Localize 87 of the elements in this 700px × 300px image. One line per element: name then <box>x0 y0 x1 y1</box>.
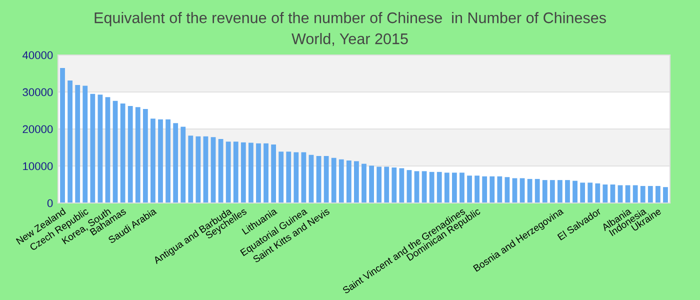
bar <box>663 187 668 203</box>
bar <box>474 176 480 203</box>
bar <box>534 178 540 203</box>
bar <box>369 166 374 203</box>
bar <box>196 136 201 203</box>
bar <box>233 142 238 203</box>
bar <box>542 180 548 203</box>
bar <box>392 167 397 203</box>
bar <box>527 178 532 203</box>
bar <box>406 170 412 203</box>
bar <box>135 107 140 203</box>
bar <box>550 180 555 203</box>
bar <box>452 172 457 203</box>
bar <box>218 138 224 203</box>
bar <box>588 182 593 203</box>
bar <box>338 159 344 203</box>
bar <box>625 185 630 203</box>
bar <box>572 180 578 203</box>
bar <box>565 180 570 203</box>
bar <box>497 176 502 203</box>
bar <box>618 185 623 203</box>
bar <box>436 172 442 203</box>
bar <box>444 172 450 203</box>
y-tick-label: 10000 <box>23 162 53 170</box>
bar <box>256 143 261 203</box>
bar <box>210 137 216 203</box>
bar <box>294 152 299 203</box>
bar <box>482 176 488 203</box>
bar <box>655 186 660 203</box>
bar <box>98 94 103 203</box>
bar <box>278 152 284 203</box>
bar <box>75 84 80 203</box>
bar <box>166 119 170 203</box>
bar <box>595 183 600 203</box>
bar <box>648 186 653 203</box>
bar <box>308 154 314 203</box>
bar <box>520 178 525 203</box>
bar <box>384 166 390 203</box>
bar <box>203 136 208 203</box>
bar <box>331 158 336 203</box>
bar <box>226 142 231 203</box>
bar <box>60 68 65 203</box>
bar <box>301 152 306 203</box>
bar <box>240 142 246 203</box>
y-tick-label: 30000 <box>22 88 53 96</box>
bar <box>580 182 586 203</box>
bar <box>68 80 73 203</box>
bar <box>264 143 268 203</box>
bar <box>490 176 495 203</box>
bar <box>248 142 254 203</box>
bar <box>467 176 472 203</box>
bar <box>105 97 110 203</box>
bar <box>180 126 186 203</box>
bar <box>362 164 366 203</box>
y-tick-label: 40000 <box>22 51 53 60</box>
bar <box>90 94 96 203</box>
bar <box>271 144 276 203</box>
bar <box>324 156 329 203</box>
bar <box>376 166 382 203</box>
bar <box>504 177 510 203</box>
bar <box>173 123 178 203</box>
bar <box>422 171 427 203</box>
bar <box>150 118 156 203</box>
bar <box>354 161 359 203</box>
bar <box>112 100 118 203</box>
bar <box>142 109 148 203</box>
bar <box>286 152 292 203</box>
bar <box>640 186 646 203</box>
bar <box>414 171 420 203</box>
y-tick-label: 20000 <box>22 125 53 134</box>
bar <box>188 136 194 203</box>
bar <box>399 168 404 203</box>
bar <box>558 180 562 203</box>
bar <box>158 119 163 203</box>
bar <box>316 156 322 203</box>
bar <box>128 106 133 203</box>
bar <box>460 172 464 203</box>
chart-title: Equivalent of the revenue of the number of Chinese in Number of Chineses <box>94 12 606 26</box>
bar <box>632 185 638 203</box>
bar <box>512 178 518 203</box>
bar <box>346 160 352 203</box>
bar <box>429 172 434 203</box>
chart-subtitle: World, Year 2015 <box>292 33 408 46</box>
y-tick-label: 0 <box>47 199 53 208</box>
bar <box>602 184 608 203</box>
bar <box>82 86 88 203</box>
bar <box>120 103 126 203</box>
